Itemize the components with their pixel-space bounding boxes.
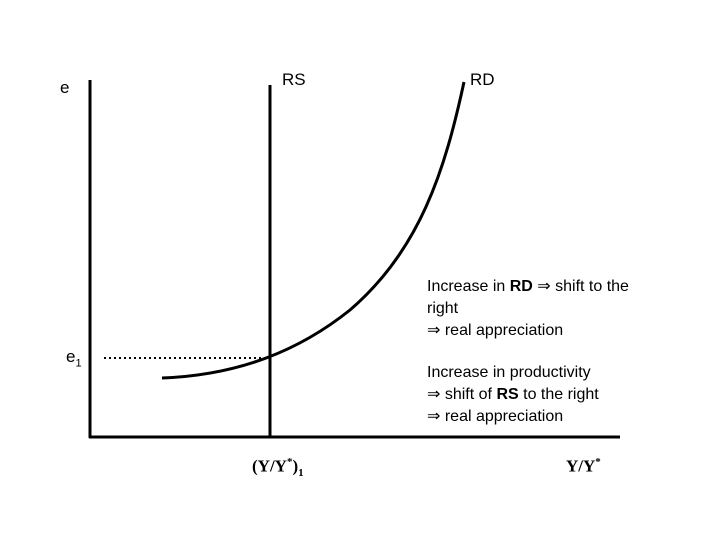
rs-note-line3: ⇒ real appreciation (427, 406, 599, 428)
e1-label: e1 (66, 347, 82, 369)
rd-note: Increase in RD ⇒ shift to the right ⇒ re… (427, 276, 629, 342)
eq-x-label-open: (Y/Y (252, 456, 287, 476)
rd-note-line3: ⇒ real appreciation (427, 320, 629, 342)
rd-note-bold: RD (509, 278, 533, 295)
rs-note-suffix: to the right (518, 386, 599, 403)
implies-icon: ⇒ (427, 408, 441, 425)
rd-note-suffix: shift to the (550, 278, 629, 295)
rd-note-line2: right (427, 300, 459, 317)
rd-note-line1: Increase in RD ⇒ shift to the (427, 276, 629, 298)
implies-icon: ⇒ (427, 322, 441, 339)
x-axis-label-base: Y/Y (566, 456, 596, 476)
rd-note-prefix: Increase in (427, 278, 510, 295)
rs-note: Increase in productivity ⇒ shift of RS t… (427, 362, 599, 428)
eq-x-label-star: * (286, 456, 293, 468)
rs-note-line2: ⇒ shift of RS to the right (427, 384, 599, 406)
rs-note-line1: Increase in productivity (427, 364, 591, 381)
equilibrium-x-label: (Y/Y*)1 (252, 456, 304, 479)
implies-icon: ⇒ (537, 278, 551, 295)
rd-note-line3-text: real appreciation (440, 322, 564, 339)
rd-curve (161, 81, 466, 380)
y-axis-label: e (60, 78, 70, 97)
rs-note-prefix: shift of (440, 386, 497, 403)
e1-label-subscript: 1 (75, 357, 82, 370)
eq-x-label-subscript: 1 (298, 467, 304, 480)
eq-x-label-close: ) (292, 456, 299, 476)
rd-label: RD (470, 70, 495, 89)
rs-label: RS (282, 70, 306, 89)
x-axis-label: Y/Y* (566, 456, 601, 477)
e1-label-base: e (66, 347, 76, 366)
x-axis-label-star: * (595, 456, 601, 468)
rs-note-bold: RS (496, 386, 519, 403)
implies-icon: ⇒ (427, 386, 441, 403)
rs-note-line3-text: real appreciation (440, 408, 564, 425)
